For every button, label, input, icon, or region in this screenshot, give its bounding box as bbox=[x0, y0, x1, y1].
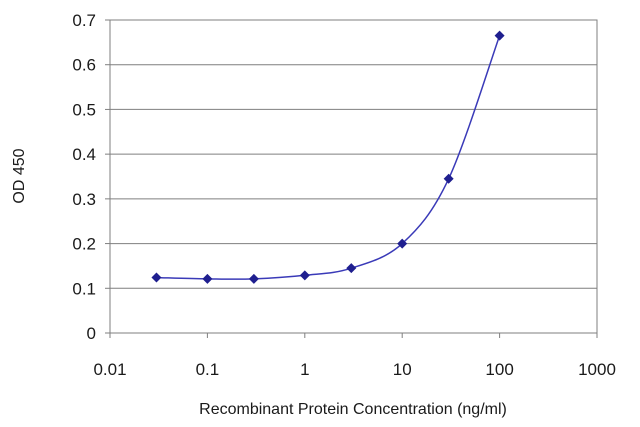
data-point bbox=[202, 273, 213, 284]
x-tick-label: 1 bbox=[300, 360, 309, 379]
x-tick-label: 0.1 bbox=[196, 360, 220, 379]
y-tick-label: 0.6 bbox=[72, 56, 96, 75]
y-axis-title: OD 450 bbox=[11, 148, 28, 203]
y-tick-label: 0 bbox=[87, 324, 96, 343]
data-point bbox=[346, 263, 357, 274]
y-tick-label: 0.1 bbox=[72, 279, 96, 298]
y-tick-label: 0.4 bbox=[72, 145, 96, 164]
data-point bbox=[248, 273, 259, 284]
axis-tick-labels: 0 0.1 0.2 0.3 0.4 0.5 0.6 0.7 0.01 0.1 1 10 100 1000 bbox=[72, 11, 616, 379]
x-tick-label: 100 bbox=[485, 360, 513, 379]
data-points bbox=[151, 30, 505, 284]
data-point bbox=[151, 272, 162, 283]
data-point bbox=[443, 173, 454, 184]
gridlines bbox=[110, 64, 597, 289]
y-tick-label: 0.7 bbox=[72, 11, 96, 30]
x-tick-label: 1000 bbox=[578, 360, 616, 379]
x-tick-label: 10 bbox=[393, 360, 412, 379]
y-tick-label: 0.2 bbox=[72, 235, 96, 254]
data-point bbox=[299, 270, 310, 281]
x-tick-label: 0.01 bbox=[93, 360, 126, 379]
x-axis-title: Recombinant Protein Concentration (ng/ml… bbox=[199, 401, 507, 418]
y-tick-label: 0.5 bbox=[72, 100, 96, 119]
data-point bbox=[397, 238, 408, 249]
y-tick-label: 0.3 bbox=[72, 190, 96, 209]
data-point bbox=[494, 30, 505, 41]
plot-area bbox=[109, 19, 598, 334]
